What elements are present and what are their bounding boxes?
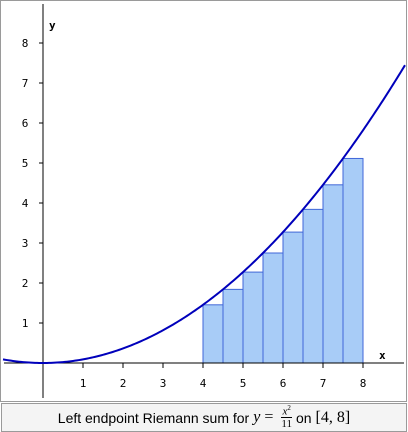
riemann-rect-1 xyxy=(202,304,224,364)
ticks: 1 2 3 4 5 6 7 8 1 2 3 4 5 6 7 8 xyxy=(22,37,367,390)
caption-num-exp: 2 xyxy=(287,403,291,412)
x-tick-label-7: 7 xyxy=(320,377,327,390)
y-axis-label: y xyxy=(49,19,56,32)
caption-interval: [4, 8] xyxy=(315,408,351,426)
riemann-plot: 1 2 3 4 5 6 7 8 1 2 3 4 5 6 7 8 x y xyxy=(0,0,407,402)
y-tick-label-3: 3 xyxy=(22,237,29,250)
function-curve xyxy=(2,64,406,365)
x-tick-label-3: 3 xyxy=(160,377,167,390)
riemann-rect-4 xyxy=(262,252,284,364)
riemann-rect-2 xyxy=(222,288,244,364)
y-tick-label-1: 1 xyxy=(22,317,29,330)
caption-prefix: Left endpoint Riemann sum for xyxy=(57,409,250,426)
riemann-rect-5 xyxy=(282,231,304,364)
x-tick-label-1: 1 xyxy=(80,377,87,390)
riemann-rectangles xyxy=(202,157,364,364)
caption-fraction: x2 11 xyxy=(281,403,292,431)
axes xyxy=(4,4,404,398)
y-tick-label-8: 8 xyxy=(22,37,29,50)
x-tick-label-4: 4 xyxy=(200,377,207,390)
caption-denominator: 11 xyxy=(281,418,292,431)
x-tick-label-8: 8 xyxy=(360,377,367,390)
y-tick-label-4: 4 xyxy=(22,197,29,210)
caption-bar: Left endpoint Riemann sum for y = x2 11 … xyxy=(1,403,407,432)
riemann-rect-6 xyxy=(302,208,324,364)
y-tick-label-7: 7 xyxy=(22,77,29,90)
y-tick-label-2: 2 xyxy=(22,277,29,290)
y-tick-label-6: 6 xyxy=(22,117,29,130)
caption-numerator: x2 xyxy=(281,403,292,419)
riemann-rect-8 xyxy=(342,157,364,364)
x-tick-label-5: 5 xyxy=(240,377,247,390)
y-tick-label-5: 5 xyxy=(22,157,29,170)
x-axis-label: x xyxy=(379,349,386,362)
x-tick-label-2: 2 xyxy=(120,377,127,390)
riemann-rect-7 xyxy=(322,184,344,364)
caption-y-var: y xyxy=(253,408,261,426)
caption-num-base: x xyxy=(282,405,288,418)
caption-equals: = xyxy=(264,408,274,426)
caption-on: on xyxy=(295,409,312,426)
x-tick-label-6: 6 xyxy=(280,377,287,390)
caption-equation: y = x2 11 xyxy=(253,403,292,431)
riemann-rect-3 xyxy=(242,271,264,364)
